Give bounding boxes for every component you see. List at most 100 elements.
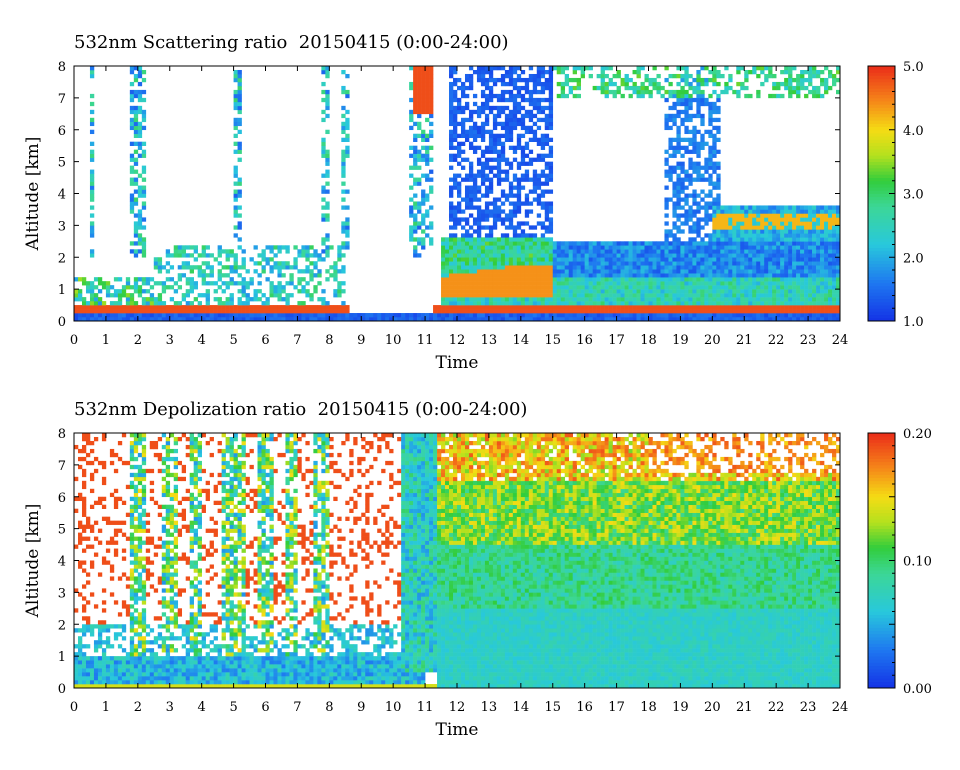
heatmap-cell — [652, 293, 657, 298]
heatmap-cell — [141, 289, 147, 294]
heatmap-cell — [516, 297, 522, 302]
heatmap-cell — [233, 309, 238, 314]
heatmap-cell — [676, 317, 681, 322]
heatmap-cell — [544, 97, 550, 103]
heatmap-cell — [712, 153, 717, 158]
heatmap-cell — [101, 313, 107, 318]
heatmap-cell — [141, 217, 147, 222]
heatmap-cell — [544, 293, 550, 298]
heatmap-cell — [700, 113, 705, 119]
heatmap-cell — [760, 257, 765, 262]
heatmap-cell — [784, 317, 789, 322]
heatmap-cell — [768, 245, 773, 250]
heatmap-cell — [281, 305, 286, 310]
heatmap-cell — [732, 293, 737, 298]
heatmap-cell — [413, 77, 418, 83]
heatmap-cell — [660, 317, 665, 322]
heatmap-cell — [524, 209, 530, 214]
heatmap-cell — [137, 93, 143, 99]
heatmap-cell — [237, 189, 242, 194]
heatmap-cell — [784, 241, 789, 246]
heatmap-cell — [520, 297, 526, 302]
heatmap-cell — [620, 77, 625, 83]
heatmap-cell — [484, 217, 490, 222]
heatmap-cell — [608, 257, 613, 262]
heatmap-cell — [652, 273, 657, 278]
heatmap-cell — [712, 265, 717, 270]
heatmap-cell — [708, 177, 713, 182]
heatmap-cell — [744, 241, 749, 246]
heatmap-cell — [453, 145, 458, 150]
heatmap-cell — [293, 305, 298, 310]
heatmap-cell — [792, 85, 797, 91]
heatmap-cell — [572, 277, 577, 282]
heatmap-cell — [652, 85, 657, 91]
heatmap-cell — [640, 253, 645, 258]
heatmap-cell — [221, 305, 226, 310]
heatmap-cell — [752, 205, 757, 210]
heatmap-cell — [832, 237, 837, 242]
heatmap-cell — [457, 297, 462, 302]
heatmap-cell — [437, 305, 442, 310]
heatmap-cell — [484, 233, 490, 238]
heatmap-cell — [261, 305, 266, 310]
heatmap-cell — [704, 213, 709, 218]
heatmap-cell — [524, 289, 530, 294]
heatmap-cell — [704, 305, 709, 310]
heatmap-cell — [325, 66, 330, 71]
heatmap-cell — [496, 257, 502, 262]
heatmap-cell — [413, 101, 418, 107]
heatmap-cell — [600, 273, 605, 278]
heatmap-cell — [508, 253, 514, 258]
heatmap-cell — [145, 305, 151, 310]
heatmap-cell — [161, 281, 167, 286]
heatmap-cell — [508, 241, 514, 246]
heatmap-cell — [329, 245, 334, 250]
heatmap-cell — [740, 221, 745, 226]
heatmap-cell — [728, 257, 733, 262]
heatmap-cell — [524, 177, 530, 182]
heatmap-cell — [333, 273, 338, 278]
heatmap-cell — [592, 293, 597, 298]
heatmap-cell — [716, 109, 721, 115]
heatmap-cell — [504, 69, 510, 75]
heatmap-cell — [289, 277, 294, 282]
heatmap-cell — [89, 281, 95, 286]
heatmap-cell — [700, 305, 705, 310]
heatmap-cell — [225, 301, 230, 306]
heatmap-cell — [488, 66, 494, 71]
heatmap-cell — [133, 125, 139, 131]
heatmap-cell — [476, 173, 482, 178]
heatmap-cell — [712, 69, 717, 75]
colorbar-tick-label: 2.0 — [903, 251, 924, 266]
colorbar-segment — [868, 263, 895, 268]
heatmap-cell — [588, 66, 593, 71]
heatmap-cell — [149, 293, 155, 298]
heatmap-cell — [281, 289, 286, 294]
heatmap-cell — [500, 301, 506, 306]
heatmap-cell — [173, 313, 179, 318]
heatmap-cell — [297, 249, 302, 254]
heatmap-cell — [728, 237, 733, 242]
heatmap-cell — [325, 277, 330, 282]
heatmap-cell — [596, 309, 601, 314]
heatmap-cell — [317, 273, 322, 278]
heatmap-cell — [544, 181, 550, 186]
heatmap-cell — [209, 313, 214, 318]
heatmap-cell — [325, 129, 330, 135]
heatmap-cell — [169, 297, 175, 302]
heatmap-cell — [820, 217, 825, 222]
heatmap-cell — [524, 233, 530, 238]
heatmap-cell — [556, 93, 562, 99]
heatmap-cell — [696, 273, 701, 278]
heatmap-cell — [636, 317, 641, 322]
heatmap-cell — [273, 265, 278, 270]
heatmap-cell — [460, 105, 466, 111]
heatmap-cell — [760, 309, 765, 314]
heatmap-cell — [692, 125, 697, 131]
heatmap-cell — [197, 313, 202, 318]
heatmap-cell — [628, 257, 633, 262]
heatmap-cell — [417, 109, 422, 115]
heatmap-cell — [460, 125, 466, 131]
heatmap-cell — [636, 285, 641, 290]
